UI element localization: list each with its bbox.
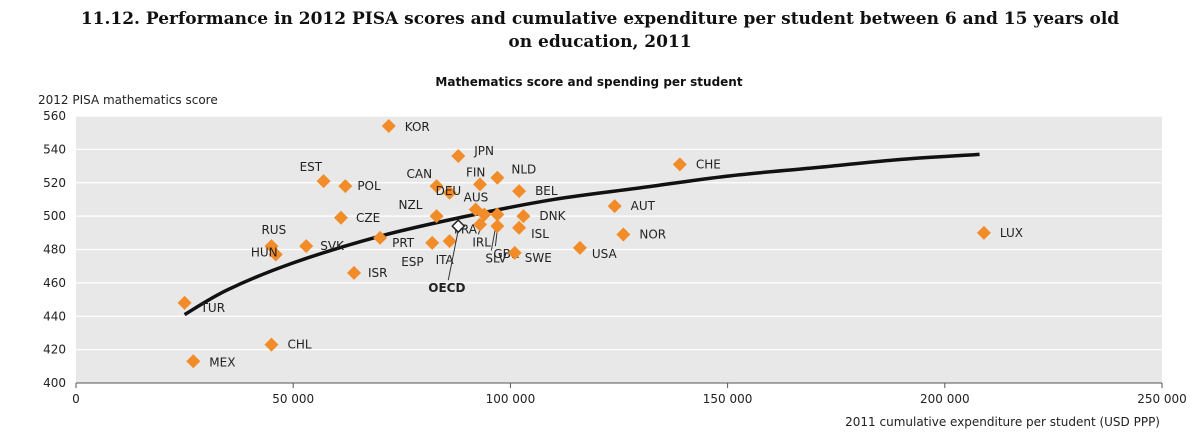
point-label: BEL xyxy=(535,184,558,198)
scatter-point-prt xyxy=(373,230,388,245)
point-label: POL xyxy=(357,179,381,193)
point-label: CZE xyxy=(356,211,380,225)
point-label: USA xyxy=(592,247,618,261)
y-tick-label: 440 xyxy=(43,309,66,323)
x-tick-label: 150 000 xyxy=(703,392,753,406)
oecd-leader-line xyxy=(447,230,459,281)
x-tick-label: 250 000 xyxy=(1137,392,1187,406)
point-label: ISR xyxy=(368,266,388,280)
scatter-point-svk xyxy=(299,239,314,254)
scatter-point-slv xyxy=(490,207,505,222)
y-tick-label: 520 xyxy=(43,176,66,190)
point-label: RUS xyxy=(261,223,286,237)
y-tick-label: 420 xyxy=(43,343,66,357)
scatter-point-gbr xyxy=(490,219,505,234)
point-label: ESP xyxy=(401,255,423,269)
scatter-point-kor xyxy=(381,119,396,134)
scatter-point-cze xyxy=(333,210,348,225)
point-label: DEU xyxy=(436,184,462,198)
point-label: FIN xyxy=(466,165,485,179)
y-tick-label: 480 xyxy=(43,243,66,257)
scatter-point-usa xyxy=(572,240,587,255)
point-label: SWE xyxy=(525,251,552,265)
scatter-point-can xyxy=(429,179,444,194)
point-label: EST xyxy=(300,160,323,174)
x-tick-label: 50 000 xyxy=(272,392,314,406)
point-label: AUT xyxy=(631,199,656,213)
point-label: NOR xyxy=(639,227,666,241)
scatter-point-nzl xyxy=(429,209,444,224)
point-label: CAN xyxy=(407,167,433,181)
y-tick-label: 460 xyxy=(43,276,66,290)
trend-line xyxy=(183,152,980,317)
scatter-point-swe xyxy=(507,245,522,260)
point-label: TUR xyxy=(200,301,225,315)
scatter-point-jpn xyxy=(451,149,466,164)
scatter-point-hun xyxy=(268,247,283,262)
axis-ticks: 400 420 440 460 480 500 520 540 560 0 50 000 100 00… xyxy=(43,109,1187,406)
point-label: SVK xyxy=(320,239,345,253)
point-label: ISL xyxy=(531,227,549,241)
scatter-point-dnk xyxy=(516,209,531,224)
point-label: ITA xyxy=(436,253,455,267)
point-label: NZL xyxy=(399,198,423,212)
x-tick-label: 100 000 xyxy=(486,392,536,406)
scatter-point-aut xyxy=(607,199,622,214)
point-label: PRT xyxy=(392,236,415,250)
scatter-point-chl xyxy=(264,337,279,352)
scatter-point-fra xyxy=(472,217,487,232)
point-label: NLD xyxy=(511,163,536,177)
point-label: HUN xyxy=(251,246,278,260)
scatter-point-deu xyxy=(442,185,457,200)
oecd-label: OECD xyxy=(428,281,465,295)
scatter-point-irl xyxy=(477,207,492,222)
y-tick-label: 400 xyxy=(43,376,66,390)
figure-title-line2: on education, 2011 xyxy=(508,32,692,52)
scatter-point-ita xyxy=(442,234,457,249)
y-tick-label: 500 xyxy=(43,209,66,223)
scatter-point-isl xyxy=(512,220,527,235)
x-tick-label: 200 000 xyxy=(920,392,970,406)
y-tick-label: 540 xyxy=(43,142,66,156)
gridlines xyxy=(76,115,1162,351)
scatter-point-est xyxy=(316,174,331,189)
scatter-point-nor xyxy=(616,227,631,242)
scatter-point-che xyxy=(672,157,687,172)
scatter-point-nld xyxy=(490,170,505,185)
scatter-point-mex xyxy=(186,354,201,369)
scatter-point-pol xyxy=(338,179,353,194)
point-label: SLV xyxy=(485,251,507,265)
point-label: IRL xyxy=(472,235,491,249)
figure-title-line1: 11.12. Performance in 2012 PISA scores a… xyxy=(80,9,1120,29)
scatter-point-bel xyxy=(512,184,527,199)
point-label: JPN xyxy=(473,144,494,158)
x-axis-label: 2011 cumulative expenditure per student … xyxy=(845,415,1160,429)
point-label: LUX xyxy=(1000,226,1023,240)
scatter-point-lux xyxy=(976,225,991,240)
x-tick-label: 0 xyxy=(72,392,80,406)
figure-title: 11.12. Performance in 2012 PISA scores a… xyxy=(0,8,1200,54)
chart-subtitle: Mathematics score and spending per stude… xyxy=(435,75,742,89)
oecd-average-point xyxy=(451,219,466,234)
point-label: KOR xyxy=(405,120,430,134)
scatter-point-esp xyxy=(425,235,440,250)
y-tick-label: 560 xyxy=(43,109,66,123)
point-label: CHE xyxy=(696,157,721,171)
point-label: CHL xyxy=(287,338,311,352)
scatter-point-isr xyxy=(347,265,362,280)
point-label: MEX xyxy=(209,355,235,369)
scatter-point-fin xyxy=(472,177,487,192)
scatter-point-tur xyxy=(177,295,192,310)
point-label: DNK xyxy=(539,209,566,223)
point-label: AUS xyxy=(464,190,489,204)
y-axis-label: 2012 PISA mathematics score xyxy=(38,93,218,107)
